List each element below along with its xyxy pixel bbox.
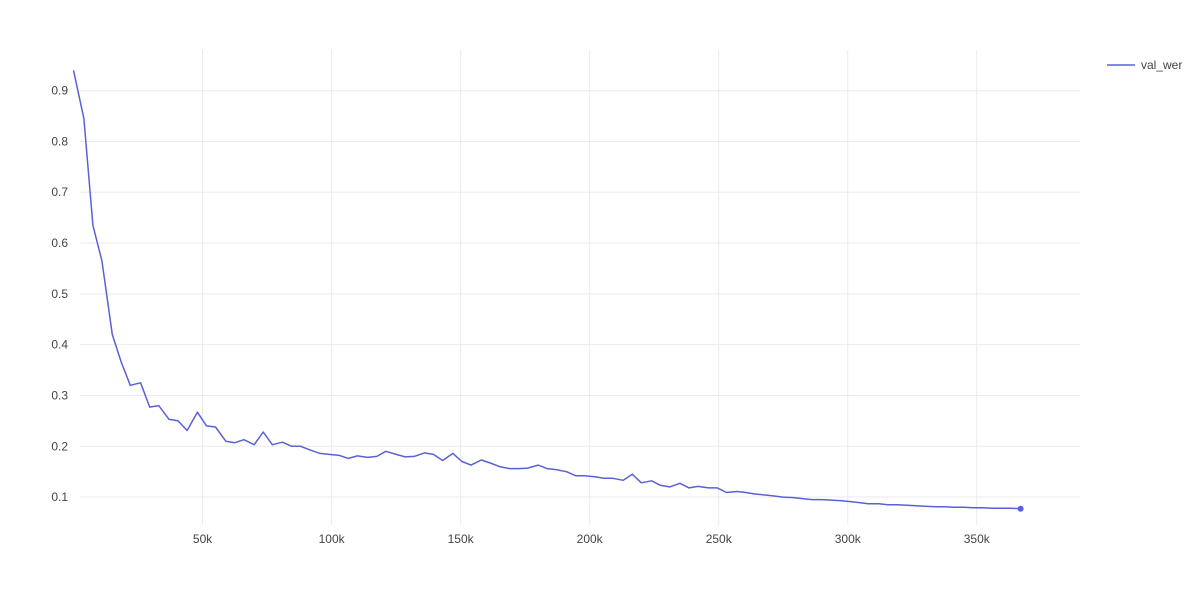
x-tick-label: 350k (964, 532, 991, 546)
y-tick-label: 0.1 (51, 490, 68, 504)
series-last-point[interactable] (1017, 505, 1024, 512)
x-tick-label: 200k (577, 532, 604, 546)
y-tick-label: 0.6 (51, 236, 68, 250)
legend-label: val_wer (1141, 58, 1182, 72)
y-tick-label: 0.3 (51, 388, 68, 402)
axis-layer: 50k 100k 150k 200k 250k 300k 350k 0.1 0.2 0.3 0.4 0… (51, 84, 990, 546)
x-tick-label: 100k (319, 532, 346, 546)
y-tick-label: 0.4 (51, 338, 68, 352)
series-layer (72, 70, 1024, 512)
y-tick-label: 0.2 (51, 439, 68, 453)
x-tick-label: 250k (706, 532, 733, 546)
y-tick-label: 0.8 (51, 134, 68, 148)
x-tick-label: 50k (193, 532, 213, 546)
legend[interactable]: val_wer (1107, 58, 1182, 72)
series-line-val_wer[interactable] (72, 70, 1021, 510)
x-tick-label: 150k (448, 532, 475, 546)
grid-layer (80, 50, 1080, 525)
y-tick-label: 0.5 (51, 287, 68, 301)
y-tick-label: 0.7 (51, 185, 68, 199)
x-tick-label: 300k (835, 532, 862, 546)
y-tick-label: 0.9 (51, 84, 68, 98)
